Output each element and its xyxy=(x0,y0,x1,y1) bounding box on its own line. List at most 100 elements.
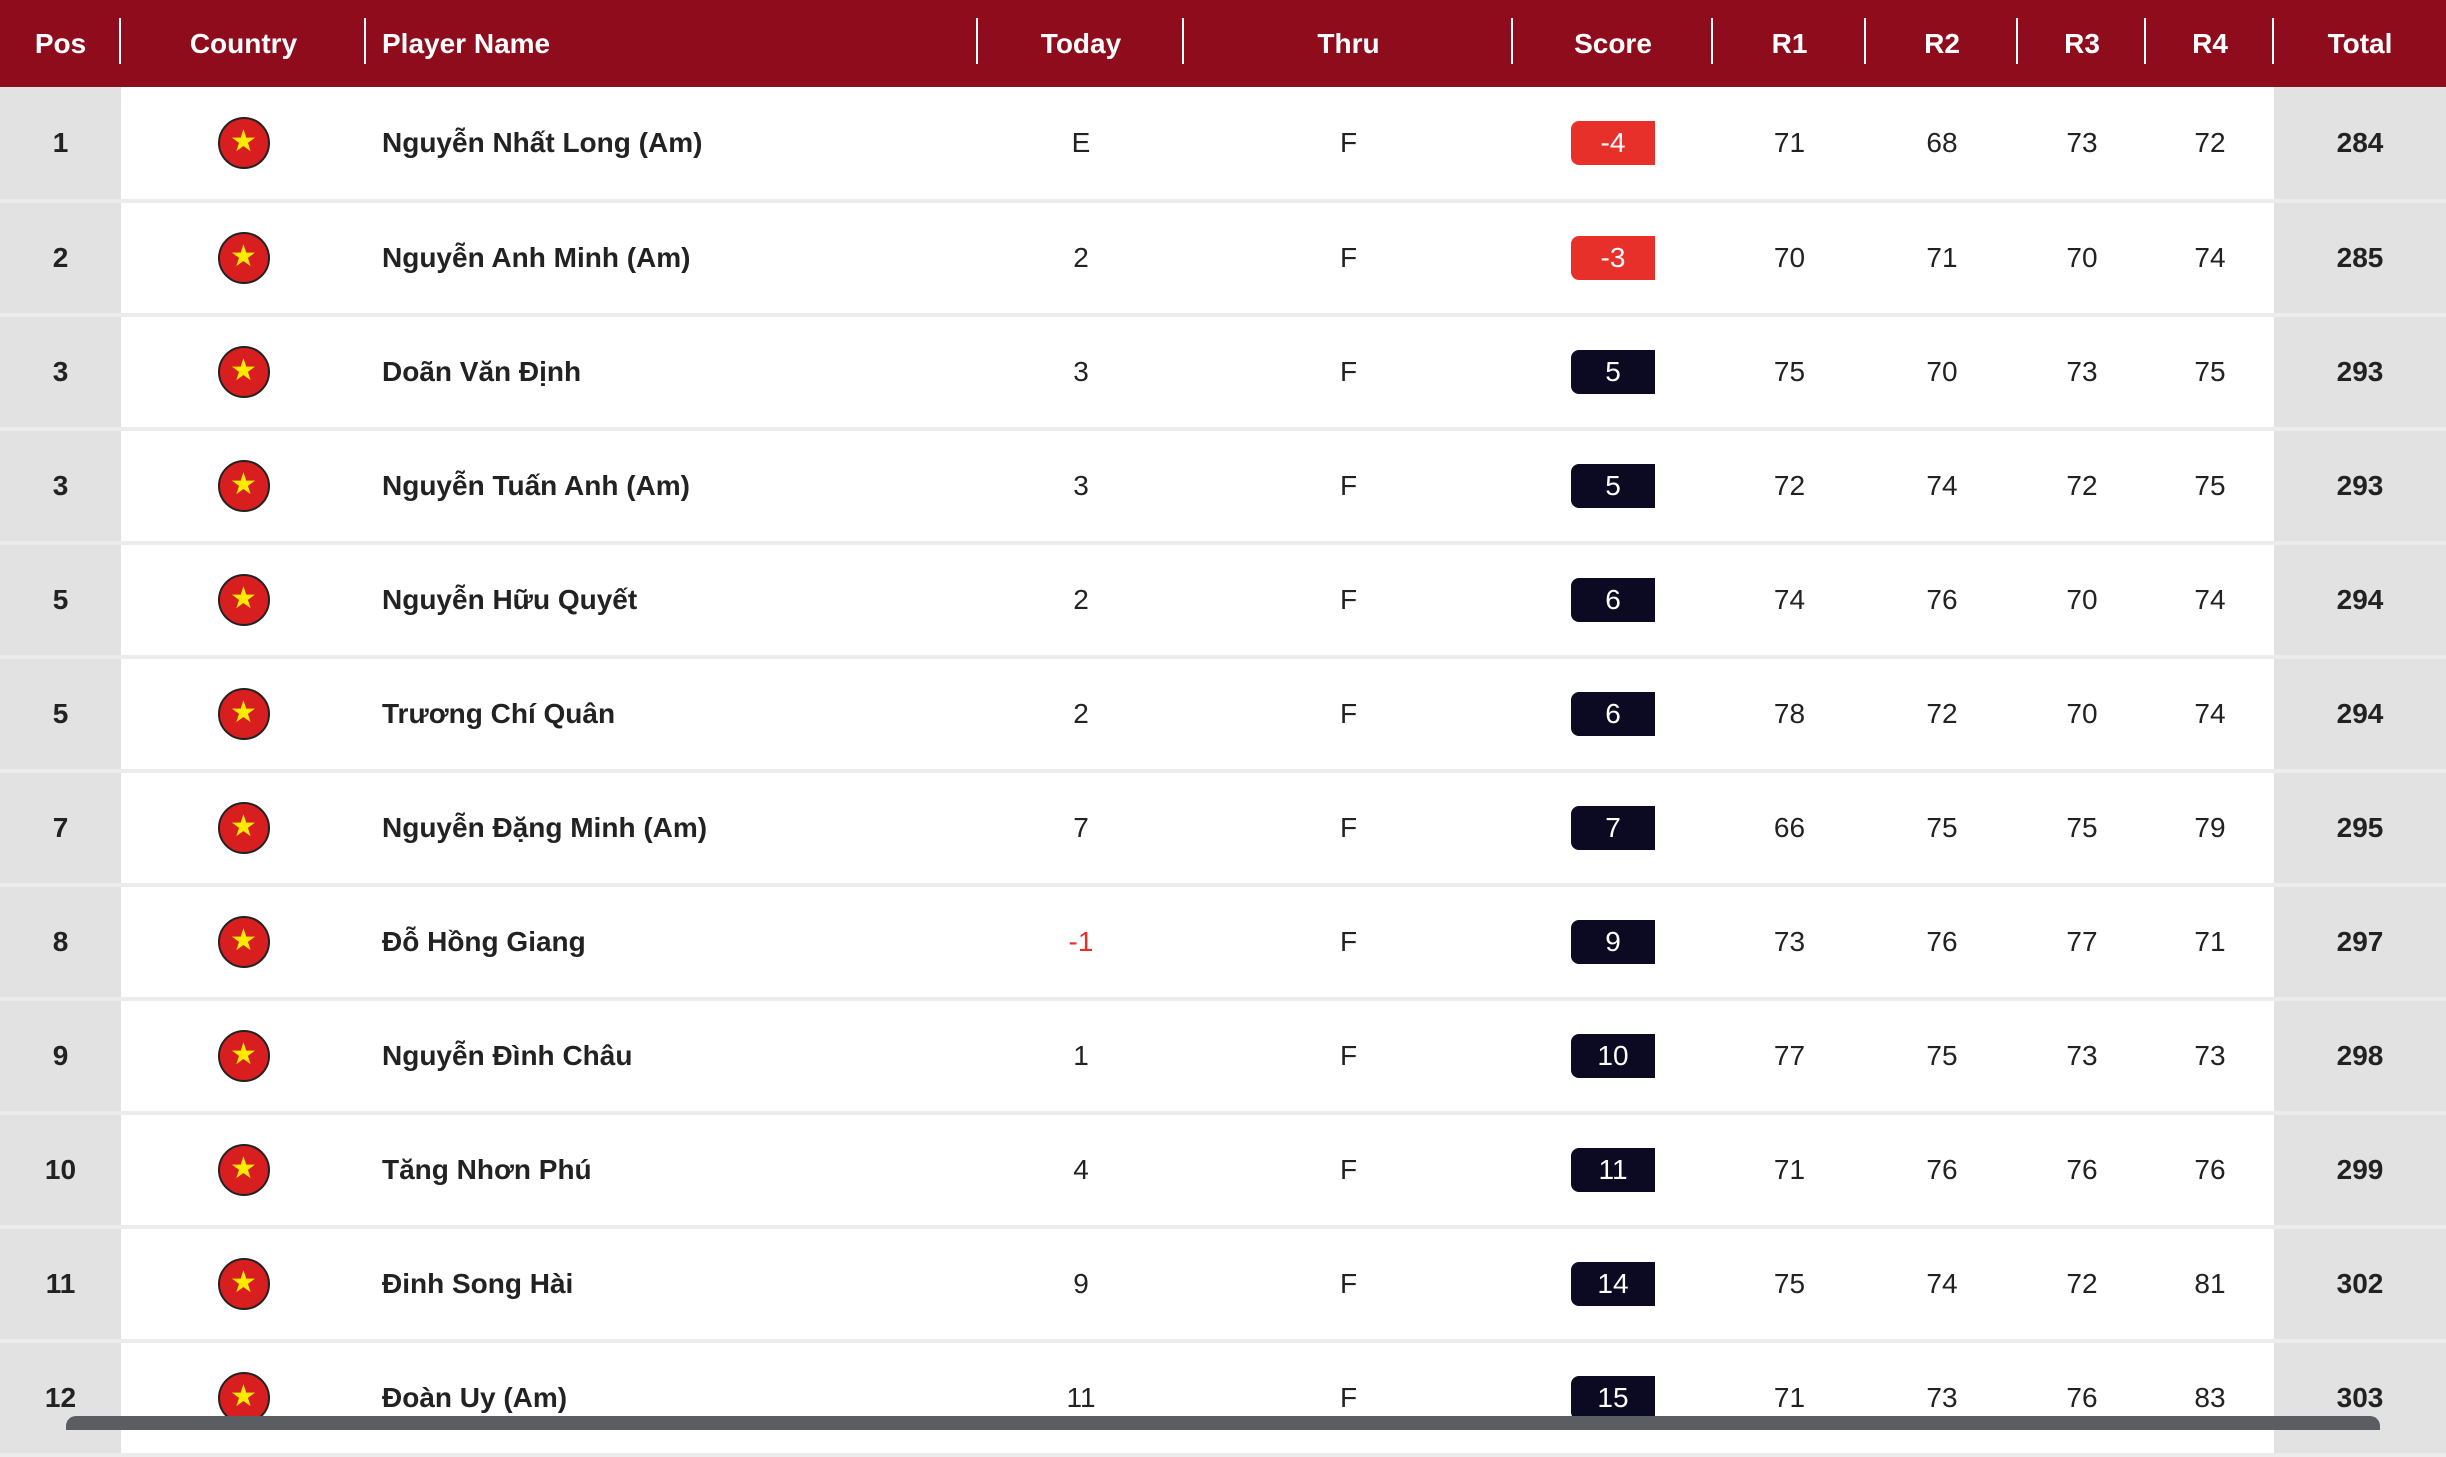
r1-cell: 66 xyxy=(1713,771,1866,887)
r1-cell: 73 xyxy=(1713,885,1866,1001)
player-name[interactable]: Đoàn Uy (Am) xyxy=(366,1341,978,1457)
player-name[interactable]: Nguyễn Đình Châu xyxy=(366,999,978,1115)
today-cell: 11 xyxy=(978,1341,1184,1457)
table-row[interactable]: 8 ★ Đỗ Hồng Giang -1 F 9 73 76 77 71 297 xyxy=(0,885,2446,1001)
dock-bar xyxy=(66,1416,2380,1430)
r4-cell: 74 xyxy=(2146,201,2274,317)
r4-cell: 75 xyxy=(2146,429,2274,545)
country-cell: ★ xyxy=(121,999,366,1115)
table-row[interactable]: 9 ★ Nguyễn Đình Châu 1 F 10 77 75 73 73 298 xyxy=(0,999,2446,1115)
column-header-player-name[interactable]: Player Name xyxy=(366,0,978,87)
table-row[interactable]: 5 ★ Trương Chí Quân 2 F 6 78 72 70 74 294 xyxy=(0,657,2446,773)
column-header-country[interactable]: Country xyxy=(121,0,366,87)
country-cell: ★ xyxy=(121,771,366,887)
r1-cell: 71 xyxy=(1713,1113,1866,1229)
r4-cell: 75 xyxy=(2146,315,2274,431)
r2-cell: 71 xyxy=(1866,201,2018,317)
table-row[interactable]: 11 ★ Đinh Song Hài 9 F 14 75 74 72 81 302 xyxy=(0,1227,2446,1343)
score-cell: 10 xyxy=(1513,999,1713,1115)
total-cell: 285 xyxy=(2274,201,2446,317)
thru-cell: F xyxy=(1184,1227,1513,1343)
table-row[interactable]: 3 ★ Doãn Văn Định 3 F 5 75 70 73 75 293 xyxy=(0,315,2446,431)
country-cell: ★ xyxy=(121,429,366,545)
column-header-thru[interactable]: Thru xyxy=(1184,0,1513,87)
total-cell: 299 xyxy=(2274,1113,2446,1229)
player-name[interactable]: Doãn Văn Định xyxy=(366,315,978,431)
total-cell: 294 xyxy=(2274,543,2446,659)
country-cell: ★ xyxy=(121,1227,366,1343)
country-cell: ★ xyxy=(121,885,366,1001)
vietnam-flag-icon: ★ xyxy=(217,117,270,169)
column-header-r2[interactable]: R2 xyxy=(1866,0,2018,87)
column-header-r4[interactable]: R4 xyxy=(2146,0,2274,87)
table-row[interactable]: 12 ★ Đoàn Uy (Am) 11 F 15 71 73 76 83 303 xyxy=(0,1341,2446,1457)
score-badge: 10 xyxy=(1571,1034,1655,1078)
column-header-today[interactable]: Today xyxy=(978,0,1184,87)
player-name[interactable]: Nguyễn Nhất Long (Am) xyxy=(366,87,978,203)
r3-cell: 76 xyxy=(2018,1113,2146,1229)
r3-cell: 70 xyxy=(2018,657,2146,773)
thru-cell: F xyxy=(1184,771,1513,887)
column-header-pos[interactable]: Pos xyxy=(0,0,121,87)
vietnam-flag-icon: ★ xyxy=(217,346,270,398)
today-cell: 3 xyxy=(978,315,1184,431)
r3-cell: 76 xyxy=(2018,1341,2146,1457)
total-cell: 295 xyxy=(2274,771,2446,887)
player-name[interactable]: Trương Chí Quân xyxy=(366,657,978,773)
table-row[interactable]: 1 ★ Nguyễn Nhất Long (Am) E F -4 71 68 73 72 284 xyxy=(0,87,2446,203)
player-name[interactable]: Đỗ Hồng Giang xyxy=(366,885,978,1001)
score-cell: 11 xyxy=(1513,1113,1713,1229)
table-row[interactable]: 10 ★ Tăng Nhơn Phú 4 F 11 71 76 76 76 299 xyxy=(0,1113,2446,1229)
r2-cell: 73 xyxy=(1866,1341,2018,1457)
total-cell: 294 xyxy=(2274,657,2446,773)
score-badge: 9 xyxy=(1571,920,1655,964)
table-row[interactable]: 3 ★ Nguyễn Tuấn Anh (Am) 3 F 5 72 74 72 75 293 xyxy=(0,429,2446,545)
player-name[interactable]: Nguyễn Hữu Quyết xyxy=(366,543,978,659)
today-cell: 4 xyxy=(978,1113,1184,1229)
r2-cell: 72 xyxy=(1866,657,2018,773)
total-cell: 293 xyxy=(2274,429,2446,545)
r3-cell: 73 xyxy=(2018,315,2146,431)
r2-cell: 70 xyxy=(1866,315,2018,431)
r2-cell: 75 xyxy=(1866,999,2018,1115)
position-cell: 8 xyxy=(0,885,121,1001)
player-name[interactable]: Nguyễn Anh Minh (Am) xyxy=(366,201,978,317)
table-row[interactable]: 5 ★ Nguyễn Hữu Quyết 2 F 6 74 76 70 74 294 xyxy=(0,543,2446,659)
player-name[interactable]: Đinh Song Hài xyxy=(366,1227,978,1343)
player-name[interactable]: Tăng Nhơn Phú xyxy=(366,1113,978,1229)
table-row[interactable]: 2 ★ Nguyễn Anh Minh (Am) 2 F -3 70 71 70 74 285 xyxy=(0,201,2446,317)
score-badge: 6 xyxy=(1571,692,1655,736)
r1-cell: 78 xyxy=(1713,657,1866,773)
today-cell: 1 xyxy=(978,999,1184,1115)
column-header-score[interactable]: Score xyxy=(1513,0,1713,87)
player-name[interactable]: Nguyễn Đặng Minh (Am) xyxy=(366,771,978,887)
r1-cell: 71 xyxy=(1713,1341,1866,1457)
column-header-total[interactable]: Total xyxy=(2274,0,2446,87)
vietnam-flag-icon: ★ xyxy=(217,232,270,284)
vietnam-flag-icon: ★ xyxy=(217,1144,270,1196)
score-cell: 15 xyxy=(1513,1341,1713,1457)
country-cell: ★ xyxy=(121,657,366,773)
country-cell: ★ xyxy=(121,315,366,431)
r4-cell: 74 xyxy=(2146,543,2274,659)
player-name[interactable]: Nguyễn Tuấn Anh (Am) xyxy=(366,429,978,545)
r1-cell: 71 xyxy=(1713,87,1866,203)
total-cell: 303 xyxy=(2274,1341,2446,1457)
r3-cell: 75 xyxy=(2018,771,2146,887)
thru-cell: F xyxy=(1184,201,1513,317)
position-cell: 1 xyxy=(0,87,121,203)
column-header-r3[interactable]: R3 xyxy=(2018,0,2146,87)
score-badge: 6 xyxy=(1571,578,1655,622)
table-row[interactable]: 7 ★ Nguyễn Đặng Minh (Am) 7 F 7 66 75 75 79 295 xyxy=(0,771,2446,887)
r2-cell: 74 xyxy=(1866,429,2018,545)
position-cell: 5 xyxy=(0,543,121,659)
r1-cell: 75 xyxy=(1713,315,1866,431)
r3-cell: 72 xyxy=(2018,1227,2146,1343)
column-header-r1[interactable]: R1 xyxy=(1713,0,1866,87)
score-badge: 7 xyxy=(1571,806,1655,850)
vietnam-flag-icon: ★ xyxy=(217,1030,270,1082)
today-cell: 2 xyxy=(978,657,1184,773)
country-cell: ★ xyxy=(121,543,366,659)
position-cell: 2 xyxy=(0,201,121,317)
r3-cell: 72 xyxy=(2018,429,2146,545)
